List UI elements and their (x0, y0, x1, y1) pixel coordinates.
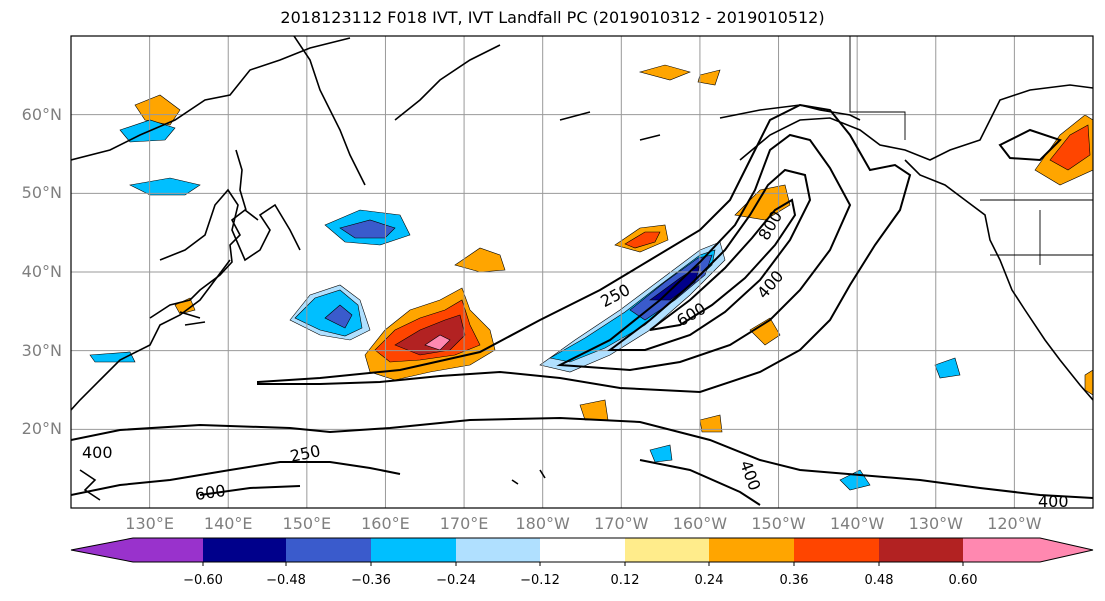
anomaly-patch (424, 334, 451, 351)
ivt-contours (71, 103, 1093, 506)
colorbar-tick-label: −0.24 (436, 573, 476, 588)
longitude-label: 160°W (672, 514, 728, 533)
longitude-label: 160°E (361, 514, 410, 533)
anomaly-patch (454, 247, 506, 273)
colorbar-tick-label: 0.48 (864, 573, 894, 588)
anomaly-patch (129, 177, 201, 196)
graticule (71, 36, 1093, 508)
figure-title: 2018123112 F018 IVT, IVT Landfall PC (20… (280, 8, 825, 27)
coastlines (71, 36, 1093, 501)
anomaly-patch (749, 317, 781, 346)
longitude-label: 150°W (751, 514, 806, 533)
longitude-label: 130°E (125, 514, 174, 533)
colorbar-segment (203, 538, 286, 562)
colorbar-segment (540, 538, 625, 562)
anomaly-patch (394, 314, 466, 356)
latitude-label: 60°N (21, 104, 62, 124)
colorbar-tick-label: −0.12 (520, 573, 560, 588)
anomaly-patch (339, 219, 396, 239)
anomaly-patch (324, 304, 353, 329)
colorbar-segment (456, 538, 540, 562)
longitude-label: 120°W (987, 514, 1042, 533)
longitude-label: 130°W (908, 514, 963, 533)
colorbar-tick-label: −0.48 (266, 573, 306, 588)
colorbar-tick-label: 0.24 (694, 573, 724, 588)
colorbar-segment (879, 538, 963, 562)
longitude-label: 170°W (594, 514, 649, 533)
anomaly-patch (638, 64, 691, 81)
colorbar-tick-label: 0.36 (779, 573, 809, 588)
anomaly-patch (1084, 369, 1093, 396)
colorbar-segment (371, 538, 456, 562)
anomaly-patch (699, 414, 723, 433)
colorbar-segment (794, 538, 879, 562)
contour-label-400-east: 400 (1038, 492, 1069, 511)
colorbar-extend-low (71, 538, 203, 562)
colorbar-tick-label: 0.12 (610, 573, 640, 588)
colorbar-extend-high (963, 538, 1093, 562)
anomaly-patch (174, 297, 196, 315)
colorbar (70, 537, 1094, 566)
latitude-label: 20°N (21, 419, 62, 439)
longitude-label: 180°W (515, 514, 570, 533)
colorbar-outline (70, 537, 1094, 563)
anomaly-patch (934, 357, 961, 379)
anomaly-patch (134, 94, 181, 126)
anomaly-shading (89, 64, 1093, 491)
latitude-label: 50°N (21, 183, 62, 203)
colorbar-segment (709, 538, 794, 562)
anomaly-patch (89, 351, 136, 363)
latitude-label: 30°N (21, 340, 62, 360)
anomaly-patch (649, 444, 673, 463)
colorbar-tick-label: −0.36 (351, 573, 391, 588)
map-frame (70, 35, 1094, 509)
anomaly-patch (579, 399, 609, 421)
longitude-label: 140°W (829, 514, 885, 533)
longitude-label: 150°E (282, 514, 332, 533)
latitude-label: 40°N (21, 262, 62, 281)
colorbar-tick-label: −0.60 (183, 573, 223, 588)
colorbar-segment (625, 538, 709, 562)
longitude-label: 170°E (439, 514, 489, 533)
colorbar-segment (286, 538, 371, 562)
contour-label-400-west: 400 (82, 443, 113, 462)
anomaly-patch (624, 231, 661, 249)
colorbar-tick-label: 0.60 (948, 573, 978, 588)
longitude-label: 140°E (203, 514, 253, 533)
anomaly-patch (1049, 124, 1091, 171)
anomaly-patch (697, 69, 721, 86)
